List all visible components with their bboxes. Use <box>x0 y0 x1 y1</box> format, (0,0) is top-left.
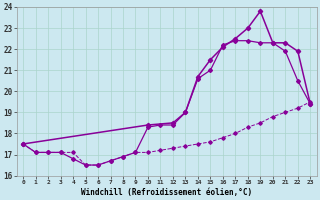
X-axis label: Windchill (Refroidissement éolien,°C): Windchill (Refroidissement éolien,°C) <box>81 188 252 197</box>
